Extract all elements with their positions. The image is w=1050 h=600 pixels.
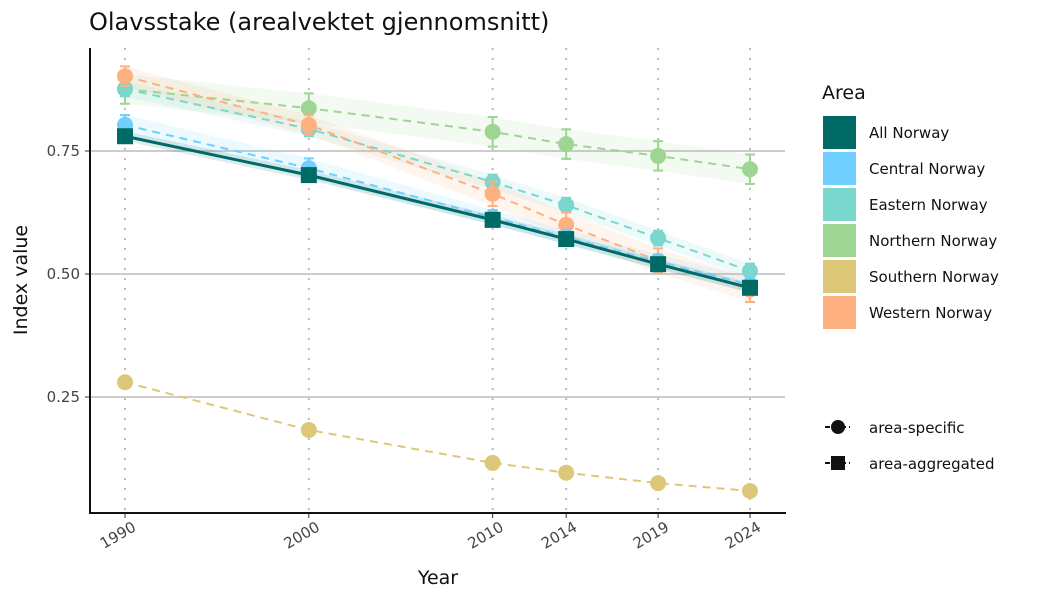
x-tick-label: 2024	[722, 518, 764, 553]
data-point	[300, 116, 317, 133]
y-tick-label: 0.50	[47, 265, 80, 283]
legend-swatch	[823, 116, 856, 149]
legend-swatch	[823, 188, 856, 221]
y-tick-label: 0.75	[47, 142, 80, 160]
series-line	[124, 88, 751, 171]
data-point	[558, 136, 575, 153]
data-point	[742, 161, 758, 178]
legend-label: area-specific	[869, 419, 965, 437]
confidence-band	[125, 81, 750, 279]
legend-label: Southern Norway	[869, 268, 999, 286]
x-axis-label: Year	[417, 567, 458, 589]
data-point	[300, 421, 317, 438]
legend-swatch	[823, 260, 856, 293]
confidence-band	[125, 131, 750, 293]
data-point	[300, 167, 317, 184]
legend-square-marker	[831, 456, 845, 470]
x-tick-label: 2000	[281, 518, 323, 553]
data-point	[650, 230, 667, 247]
legend-label: area-aggregated	[869, 455, 995, 473]
data-point	[742, 482, 758, 499]
legend-label: Western Norway	[869, 304, 992, 322]
data-point	[484, 185, 501, 202]
data-point	[650, 256, 667, 273]
chart-title: Olavsstake (arealvektet gjennomsnitt)	[89, 8, 549, 36]
data-point	[117, 68, 133, 85]
data-point	[558, 197, 575, 214]
data-point	[742, 263, 758, 280]
legend-label: Central Norway	[869, 160, 985, 178]
legend-title: Area	[822, 82, 866, 104]
y-tick-label: 0.25	[47, 388, 80, 406]
data-point	[650, 147, 667, 164]
data-point	[117, 128, 133, 145]
series-line	[124, 134, 751, 290]
data-point	[484, 454, 501, 471]
series-line	[124, 88, 751, 272]
x-tick-label: 2010	[465, 518, 507, 553]
data-point	[484, 211, 501, 228]
legend-label: Eastern Norway	[869, 196, 988, 214]
data-point	[742, 279, 758, 296]
data-point	[558, 464, 575, 481]
data-point	[117, 374, 133, 391]
confidence-band	[125, 74, 750, 184]
legend-swatch	[823, 152, 856, 185]
y-axis-label: Index value	[10, 225, 32, 335]
x-tick-label: 1990	[97, 518, 139, 553]
legend-swatch	[823, 296, 856, 329]
data-point	[650, 475, 667, 492]
legend-circle-marker	[831, 420, 845, 434]
data-point	[484, 123, 501, 140]
data-point	[558, 231, 575, 248]
series-line	[124, 381, 751, 492]
x-tick-label: 2019	[630, 518, 672, 553]
series-line	[124, 123, 751, 286]
legend-label: All Norway	[869, 124, 949, 142]
data-point	[300, 100, 317, 117]
x-tick-label: 2014	[538, 518, 580, 553]
legend-label: Northern Norway	[869, 232, 997, 250]
legend-swatch	[823, 224, 856, 257]
confidence-band	[125, 66, 750, 303]
data-point	[117, 81, 133, 98]
